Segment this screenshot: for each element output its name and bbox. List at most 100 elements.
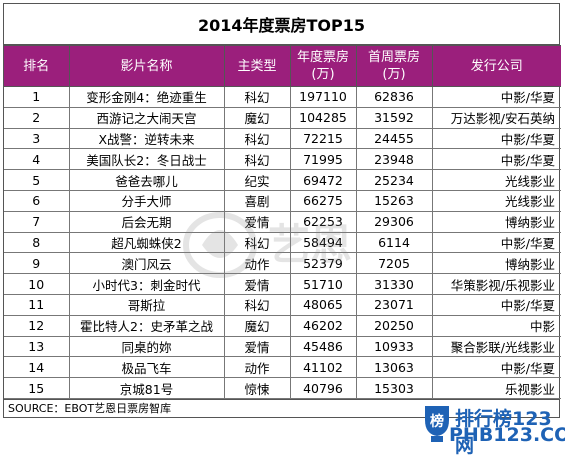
rank-cell: 14	[4, 356, 70, 379]
distributor-cell: 中影/华夏	[431, 86, 561, 108]
table-row: 5 爸爸去哪儿 纪实 69472 25234 光线影业	[4, 169, 561, 191]
source-note: SOURCE：EBOT艺恩日票房智库	[4, 398, 559, 417]
genre-cell: 科幻	[223, 86, 291, 108]
film-name-cell: 京城81号	[68, 377, 225, 399]
distributor-cell: 中影/华夏	[431, 127, 561, 150]
rank-cell: 12	[4, 314, 70, 337]
opening-week-box-office-cell: 13063	[355, 356, 433, 379]
box-office-table: 排名 影片名称 主类型 年度票房(万) 首周票房(万) 发行公司 1 变形金刚4：…	[4, 45, 561, 399]
header-annual-box-office: 年度票房(万)	[289, 45, 357, 87]
table-title: 2014年度票房TOP15	[4, 4, 559, 45]
annual-box-office-cell: 66275	[289, 189, 357, 212]
distributor-cell: 乐视影业	[431, 377, 561, 399]
opening-week-box-office-cell: 23948	[355, 148, 433, 171]
film-name-cell: 澳门风云	[68, 252, 225, 275]
table-row: 7 后会无期 爱情 62253 29306 博纳影业	[4, 210, 561, 233]
film-name-cell: 美国队长2：冬日战士	[68, 148, 225, 171]
rank-cell: 13	[4, 335, 70, 358]
rank-cell: 9	[4, 252, 70, 275]
annual-box-office-cell: 69472	[289, 169, 357, 191]
film-name-cell: X战警：逆转未来	[68, 127, 225, 150]
rank-cell: 8	[4, 231, 70, 254]
annual-box-office-cell: 41102	[289, 356, 357, 379]
film-name-cell: 极品飞车	[68, 356, 225, 379]
genre-cell: 动作	[223, 356, 291, 379]
annual-box-office-cell: 45486	[289, 335, 357, 358]
opening-week-box-office-cell: 23071	[355, 293, 433, 316]
annual-box-office-cell: 48065	[289, 293, 357, 316]
table-row: 3 X战警：逆转未来 科幻 72215 24455 中影/华夏	[4, 127, 561, 150]
header-film-name: 影片名称	[68, 45, 225, 87]
table-row: 15 京城81号 惊悚 40796 15303 乐视影业	[4, 377, 561, 399]
table-row: 12 霍比特人2：史矛革之战 魔幻 46202 20250 中影	[4, 314, 561, 337]
table-row: 13 同桌的妳 爱情 45486 10933 聚合影联/光线影业	[4, 335, 561, 358]
opening-week-box-office-cell: 24455	[355, 127, 433, 150]
distributor-cell: 华策影视/乐视影业	[431, 273, 561, 295]
distributor-cell: 中影/华夏	[431, 356, 561, 379]
header-distributor: 发行公司	[431, 45, 561, 87]
annual-box-office-cell: 52379	[289, 252, 357, 275]
distributor-cell: 光线影业	[431, 169, 561, 191]
opening-week-box-office-cell: 10933	[355, 335, 433, 358]
distributor-cell: 聚合影联/光线影业	[431, 335, 561, 358]
genre-cell: 科幻	[223, 148, 291, 171]
header-genre: 主类型	[223, 45, 291, 87]
table-row: 8 超凡蜘蛛侠2 科幻 58494 6114 中影/华夏	[4, 231, 561, 254]
rank-cell: 2	[4, 106, 70, 129]
rank-cell: 7	[4, 210, 70, 233]
genre-cell: 科幻	[223, 231, 291, 254]
film-name-cell: 变形金刚4：绝迹重生	[68, 86, 225, 108]
opening-week-box-office-cell: 31330	[355, 273, 433, 295]
opening-week-box-office-cell: 20250	[355, 314, 433, 337]
table-row: 9 澳门风云 动作 52379 7205 博纳影业	[4, 252, 561, 275]
genre-cell: 纪实	[223, 169, 291, 191]
genre-cell: 魔幻	[223, 314, 291, 337]
rank-cell: 10	[4, 273, 70, 295]
distributor-cell: 中影	[431, 314, 561, 337]
film-name-cell: 同桌的妳	[68, 335, 225, 358]
rank-cell: 5	[4, 169, 70, 191]
opening-week-box-office-cell: 6114	[355, 231, 433, 254]
table-row: 14 极品飞车 动作 41102 13063 中影/华夏	[4, 356, 561, 379]
genre-cell: 爱情	[223, 273, 291, 295]
box-office-table-frame: 2014年度票房TOP15 排名 影片名称 主类型 年度票房(万) 首周票房(万…	[3, 3, 561, 418]
annual-box-office-cell: 104285	[289, 106, 357, 129]
annual-box-office-cell: 46202	[289, 314, 357, 337]
distributor-cell: 中影/华夏	[431, 148, 561, 171]
distributor-cell: 光线影业	[431, 189, 561, 212]
header-rank: 排名	[4, 45, 70, 87]
table-row: 10 小时代3：刺金时代 爱情 51710 31330 华策影视/乐视影业	[4, 273, 561, 295]
rank-cell: 15	[4, 377, 70, 399]
opening-week-box-office-cell: 29306	[355, 210, 433, 233]
annual-box-office-cell: 62253	[289, 210, 357, 233]
genre-cell: 科幻	[223, 127, 291, 150]
annual-box-office-cell: 197110	[289, 86, 357, 108]
opening-week-box-office-cell: 31592	[355, 106, 433, 129]
distributor-cell: 博纳影业	[431, 252, 561, 275]
distributor-cell: 中影/华夏	[431, 231, 561, 254]
film-name-cell: 哥斯拉	[68, 293, 225, 316]
genre-cell: 动作	[223, 252, 291, 275]
genre-cell: 魔幻	[223, 106, 291, 129]
corner-watermark-url: PHB123.COM	[449, 424, 565, 446]
table-row: 6 分手大师 喜剧 66275 15263 光线影业	[4, 189, 561, 212]
table-header-row: 排名 影片名称 主类型 年度票房(万) 首周票房(万) 发行公司	[4, 45, 561, 87]
rank-cell: 3	[4, 127, 70, 150]
genre-cell: 爱情	[223, 335, 291, 358]
film-name-cell: 超凡蜘蛛侠2	[68, 231, 225, 254]
annual-box-office-cell: 40796	[289, 377, 357, 399]
opening-week-box-office-cell: 15303	[355, 377, 433, 399]
rank-cell: 6	[4, 189, 70, 212]
annual-box-office-cell: 51710	[289, 273, 357, 295]
annual-box-office-cell: 58494	[289, 231, 357, 254]
genre-cell: 喜剧	[223, 189, 291, 212]
distributor-cell: 中影/华夏	[431, 293, 561, 316]
film-name-cell: 分手大师	[68, 189, 225, 212]
table-row: 1 变形金刚4：绝迹重生 科幻 197110 62836 中影/华夏	[4, 86, 561, 108]
distributor-cell: 博纳影业	[431, 210, 561, 233]
film-name-cell: 后会无期	[68, 210, 225, 233]
film-name-cell: 爸爸去哪儿	[68, 169, 225, 191]
film-name-cell: 霍比特人2：史矛革之战	[68, 314, 225, 337]
rank-cell: 4	[4, 148, 70, 171]
genre-cell: 爱情	[223, 210, 291, 233]
